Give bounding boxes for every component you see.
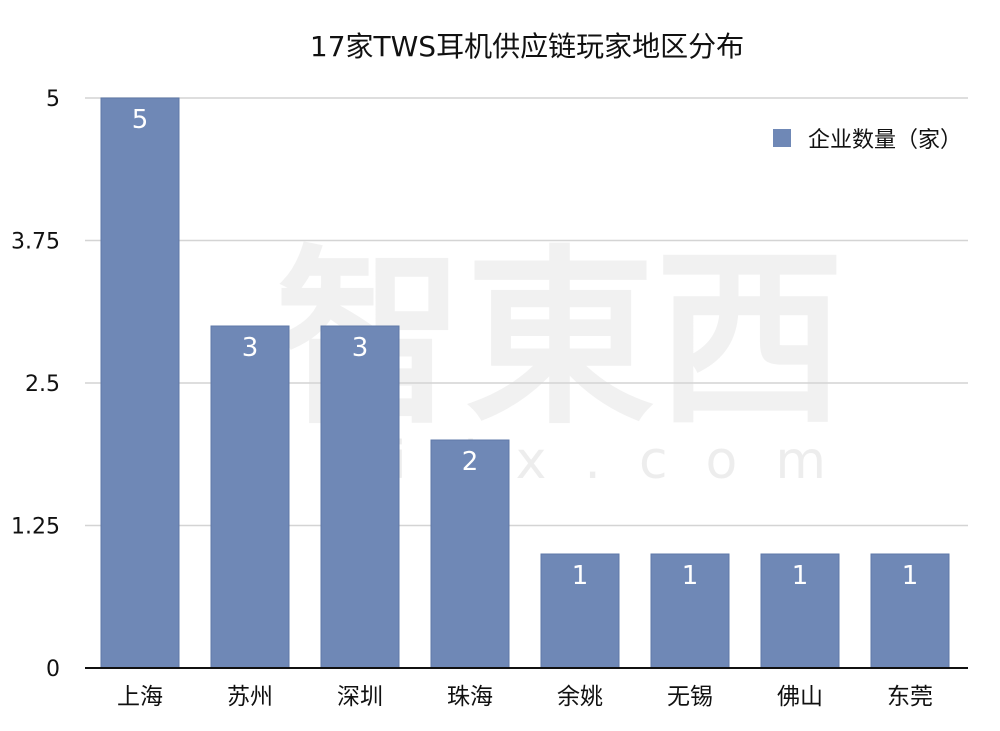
bar (320, 325, 400, 669)
y-tick-label: 2.5 (25, 372, 60, 397)
bar-value-label: 3 (352, 333, 369, 363)
y-tick-label: 3.75 (11, 230, 60, 255)
bar-value-label: 5 (132, 105, 149, 135)
legend-swatch (773, 129, 791, 147)
bar-value-label: 2 (462, 447, 479, 477)
data-label-layer: 5 3 3 2 1 1 1 1 (132, 105, 919, 591)
x-category-label: 东莞 (887, 684, 933, 710)
legend: 企业数量（家） (773, 128, 962, 153)
x-category-label: 无锡 (667, 684, 713, 710)
x-axis-category-labels: 上海 苏州 深圳 珠海 余姚 无锡 佛山 东莞 (117, 684, 933, 710)
bar (210, 325, 290, 669)
bar (760, 553, 840, 669)
x-category-label: 苏州 (227, 684, 273, 710)
bar-value-label: 3 (242, 333, 259, 363)
legend-label: 企业数量（家） (808, 128, 962, 153)
bar (430, 439, 510, 669)
x-category-label: 上海 (117, 684, 163, 710)
chart-title: 17家TWS耳机供应链玩家地区分布 (310, 30, 744, 63)
x-category-label: 佛山 (777, 684, 823, 710)
bar (870, 553, 950, 669)
y-axis-tick-labels: 0 1.25 2.5 3.75 5 (11, 87, 60, 682)
bar (100, 97, 180, 669)
y-tick-label: 0 (46, 657, 60, 682)
bar-value-label: 1 (792, 561, 809, 591)
bar-value-label: 1 (682, 561, 699, 591)
bar-value-label: 1 (572, 561, 589, 591)
x-category-label: 深圳 (337, 684, 383, 710)
y-tick-label: 1.25 (11, 515, 60, 540)
bar (650, 553, 730, 669)
x-category-label: 珠海 (447, 684, 493, 710)
y-tick-label: 5 (46, 87, 60, 112)
bar (540, 553, 620, 669)
bar-value-label: 1 (902, 561, 919, 591)
x-category-label: 余姚 (557, 684, 603, 710)
